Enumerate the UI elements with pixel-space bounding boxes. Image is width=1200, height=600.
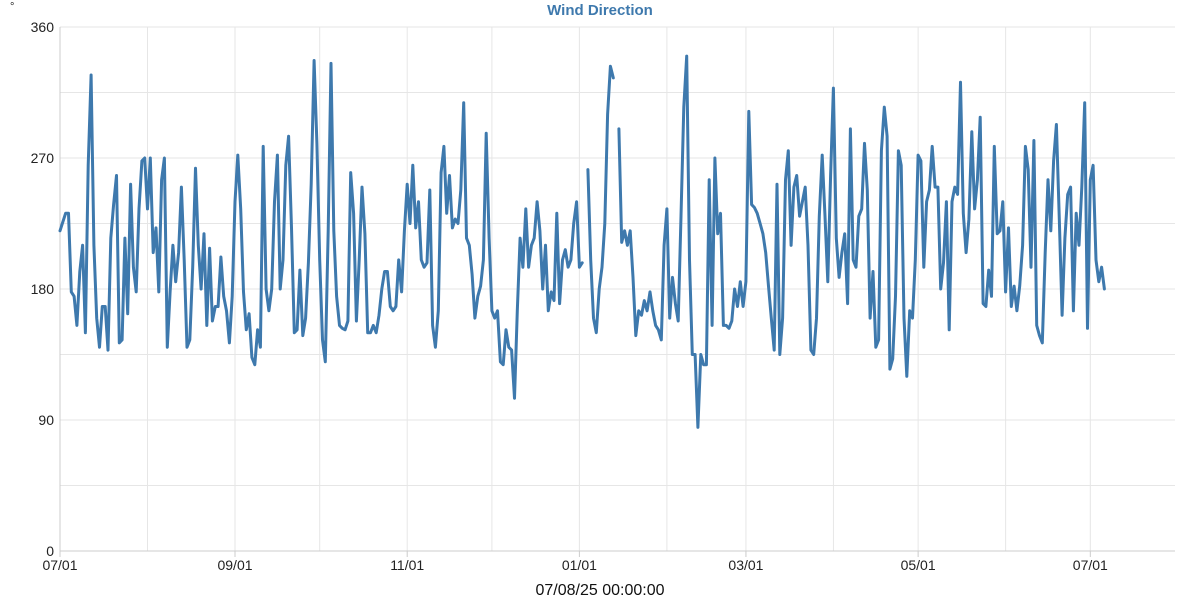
x-tick-label: 11/01 <box>390 557 424 573</box>
y-tick-label: 180 <box>31 281 55 297</box>
grid-lines <box>60 26 1175 551</box>
series-line-segment <box>586 64 615 335</box>
axes <box>59 27 1175 557</box>
x-tick-label: 09/01 <box>217 557 252 573</box>
x-axis-label: 07/08/25 00:00:00 <box>535 582 664 599</box>
x-tick-label: 07/01 <box>42 557 77 573</box>
chart-title: Wind Direction <box>547 2 653 19</box>
x-tick-label: 05/01 <box>901 557 936 573</box>
y-axis-unit: ° <box>10 1 14 13</box>
series-line-segment <box>58 59 584 400</box>
x-tick-labels: 07/01 09/01 11/01 01/01 03/01 05/01 07/01 <box>42 557 1108 573</box>
y-tick-labels: 0 90 180 270 360 <box>31 19 55 559</box>
y-tick-label: 90 <box>38 412 54 428</box>
y-tick-label: 270 <box>31 150 55 166</box>
series-lines <box>58 54 1106 429</box>
series-line-segment <box>617 54 1106 429</box>
x-tick-label: 03/01 <box>728 557 763 573</box>
y-tick-label: 360 <box>31 19 55 35</box>
x-tick-label: 07/01 <box>1073 557 1108 573</box>
y-tick-label: 0 <box>46 543 54 559</box>
x-tick-label: 01/01 <box>562 557 597 573</box>
